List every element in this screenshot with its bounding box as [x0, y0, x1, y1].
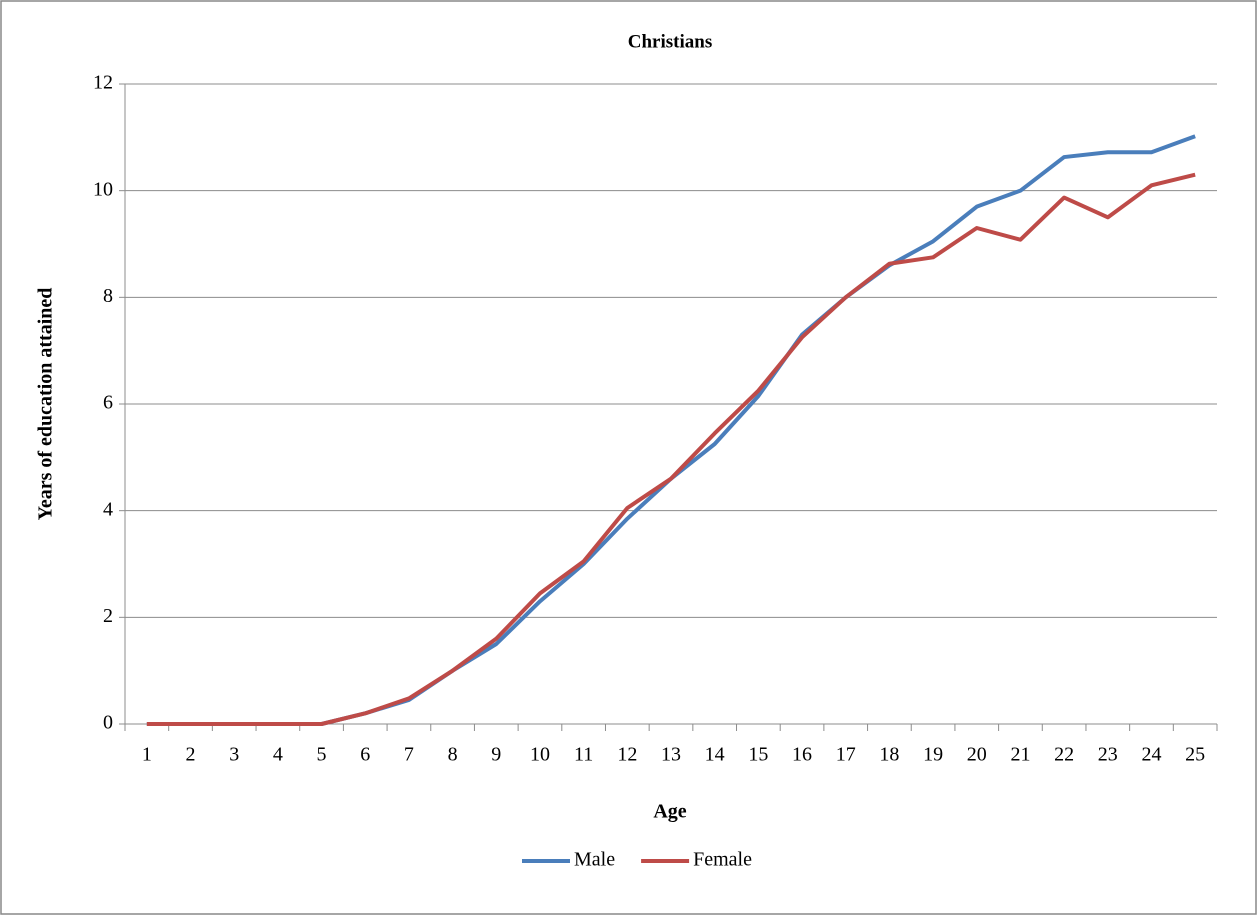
x-tick-label: 14	[705, 744, 725, 766]
x-tick-label: 3	[229, 744, 239, 766]
y-tick-label: 4	[103, 498, 113, 520]
x-tick-label: 15	[748, 744, 768, 766]
x-tick-label: 7	[404, 744, 414, 766]
x-tick-label: 20	[967, 744, 987, 766]
y-axis-label: Years of education attained	[35, 288, 57, 521]
x-tick-label: 10	[530, 744, 550, 766]
legend-label: Male	[574, 849, 615, 871]
x-tick-label: 4	[273, 744, 283, 766]
x-tick-label: 25	[1185, 744, 1205, 766]
chart-title: Christians	[628, 31, 712, 52]
x-tick-label: 13	[661, 744, 681, 766]
x-tick-label: 2	[186, 744, 196, 766]
x-tick-label: 8	[448, 744, 458, 766]
x-tick-label: 11	[574, 744, 593, 766]
y-tick-label: 12	[93, 72, 113, 94]
y-tick-label: 2	[103, 605, 113, 627]
y-tick-label: 8	[103, 285, 113, 307]
x-tick-label: 5	[317, 744, 327, 766]
x-tick-label: 18	[879, 744, 899, 766]
x-tick-label: 9	[491, 744, 501, 766]
x-tick-label: 16	[792, 744, 812, 766]
x-tick-label: 24	[1141, 744, 1161, 766]
x-tick-label: 6	[360, 744, 370, 766]
x-tick-label: 12	[617, 744, 637, 766]
x-tick-label: 23	[1098, 744, 1118, 766]
x-tick-label: 21	[1010, 744, 1030, 766]
x-tick-label: 22	[1054, 744, 1074, 766]
line-series	[146, 172, 1196, 726]
x-tick-label: 1	[142, 744, 152, 766]
x-tick-label: 17	[836, 744, 856, 766]
y-tick-label: 10	[93, 178, 113, 200]
x-tick-label: 19	[923, 744, 943, 766]
x-axis-label: Age	[653, 801, 686, 823]
y-tick-label: 6	[103, 392, 113, 414]
legend-label: Female	[693, 849, 752, 871]
y-tick-label: 0	[103, 712, 113, 734]
